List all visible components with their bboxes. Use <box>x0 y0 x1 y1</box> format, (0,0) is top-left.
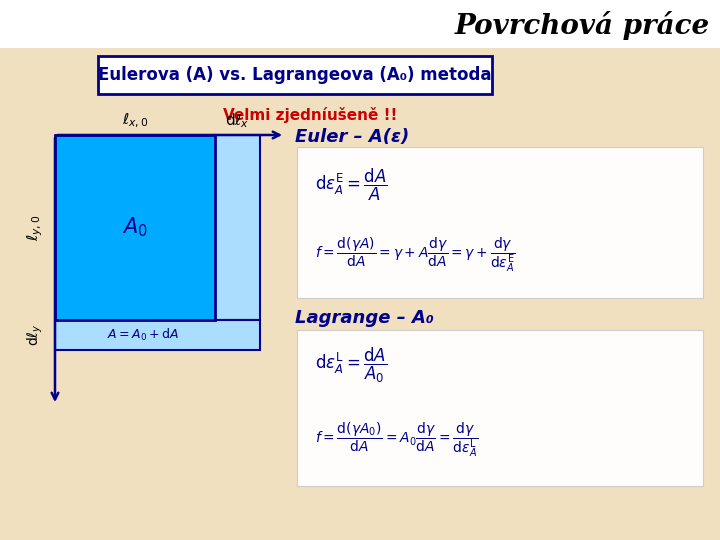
Text: $A_0$: $A_0$ <box>122 215 148 239</box>
Bar <box>55 135 215 320</box>
Text: $\mathrm{d}\ell_y$: $\mathrm{d}\ell_y$ <box>25 324 45 346</box>
Text: Eulerova (A) vs. Lagrangeova (A₀) metoda: Eulerova (A) vs. Lagrangeova (A₀) metoda <box>98 66 492 84</box>
FancyBboxPatch shape <box>297 147 703 298</box>
Text: $\mathrm{d}\varepsilon_A^{\mathrm{E}} = \dfrac{\mathrm{d}A}{A}$: $\mathrm{d}\varepsilon_A^{\mathrm{E}} = … <box>315 167 387 203</box>
Text: $f = \dfrac{\mathrm{d}(\gamma A_0)}{\mathrm{d}A} = A_0\dfrac{\mathrm{d}\gamma}{\: $f = \dfrac{\mathrm{d}(\gamma A_0)}{\mat… <box>315 421 478 460</box>
Text: $\ell_{x,0}$: $\ell_{x,0}$ <box>122 112 148 130</box>
Text: Povrchová práce: Povrchová práce <box>455 11 710 40</box>
Text: $\mathrm{d}\ell_x$: $\mathrm{d}\ell_x$ <box>225 112 250 130</box>
Text: Lagrange – A₀: Lagrange – A₀ <box>295 309 433 327</box>
Text: $f = \dfrac{\mathrm{d}(\gamma A)}{\mathrm{d}A} = \gamma + A\dfrac{\mathrm{d}\gam: $f = \dfrac{\mathrm{d}(\gamma A)}{\mathr… <box>315 235 516 274</box>
Text: $\ell_{y,0}$: $\ell_{y,0}$ <box>25 214 45 241</box>
Text: $A = A_0 + \mathrm{d}A$: $A = A_0 + \mathrm{d}A$ <box>107 327 179 343</box>
Bar <box>215 135 260 320</box>
Text: $\mathrm{d}\varepsilon_A^{\mathrm{L}} = \dfrac{\mathrm{d}A}{A_0}$: $\mathrm{d}\varepsilon_A^{\mathrm{L}} = … <box>315 346 387 384</box>
Bar <box>55 320 260 350</box>
Text: Velmi zjedníušeně !!: Velmi zjedníušeně !! <box>222 107 397 123</box>
Text: Euler – A(ε): Euler – A(ε) <box>295 128 409 146</box>
FancyBboxPatch shape <box>297 330 703 486</box>
FancyBboxPatch shape <box>98 56 492 94</box>
Bar <box>0 0 720 48</box>
